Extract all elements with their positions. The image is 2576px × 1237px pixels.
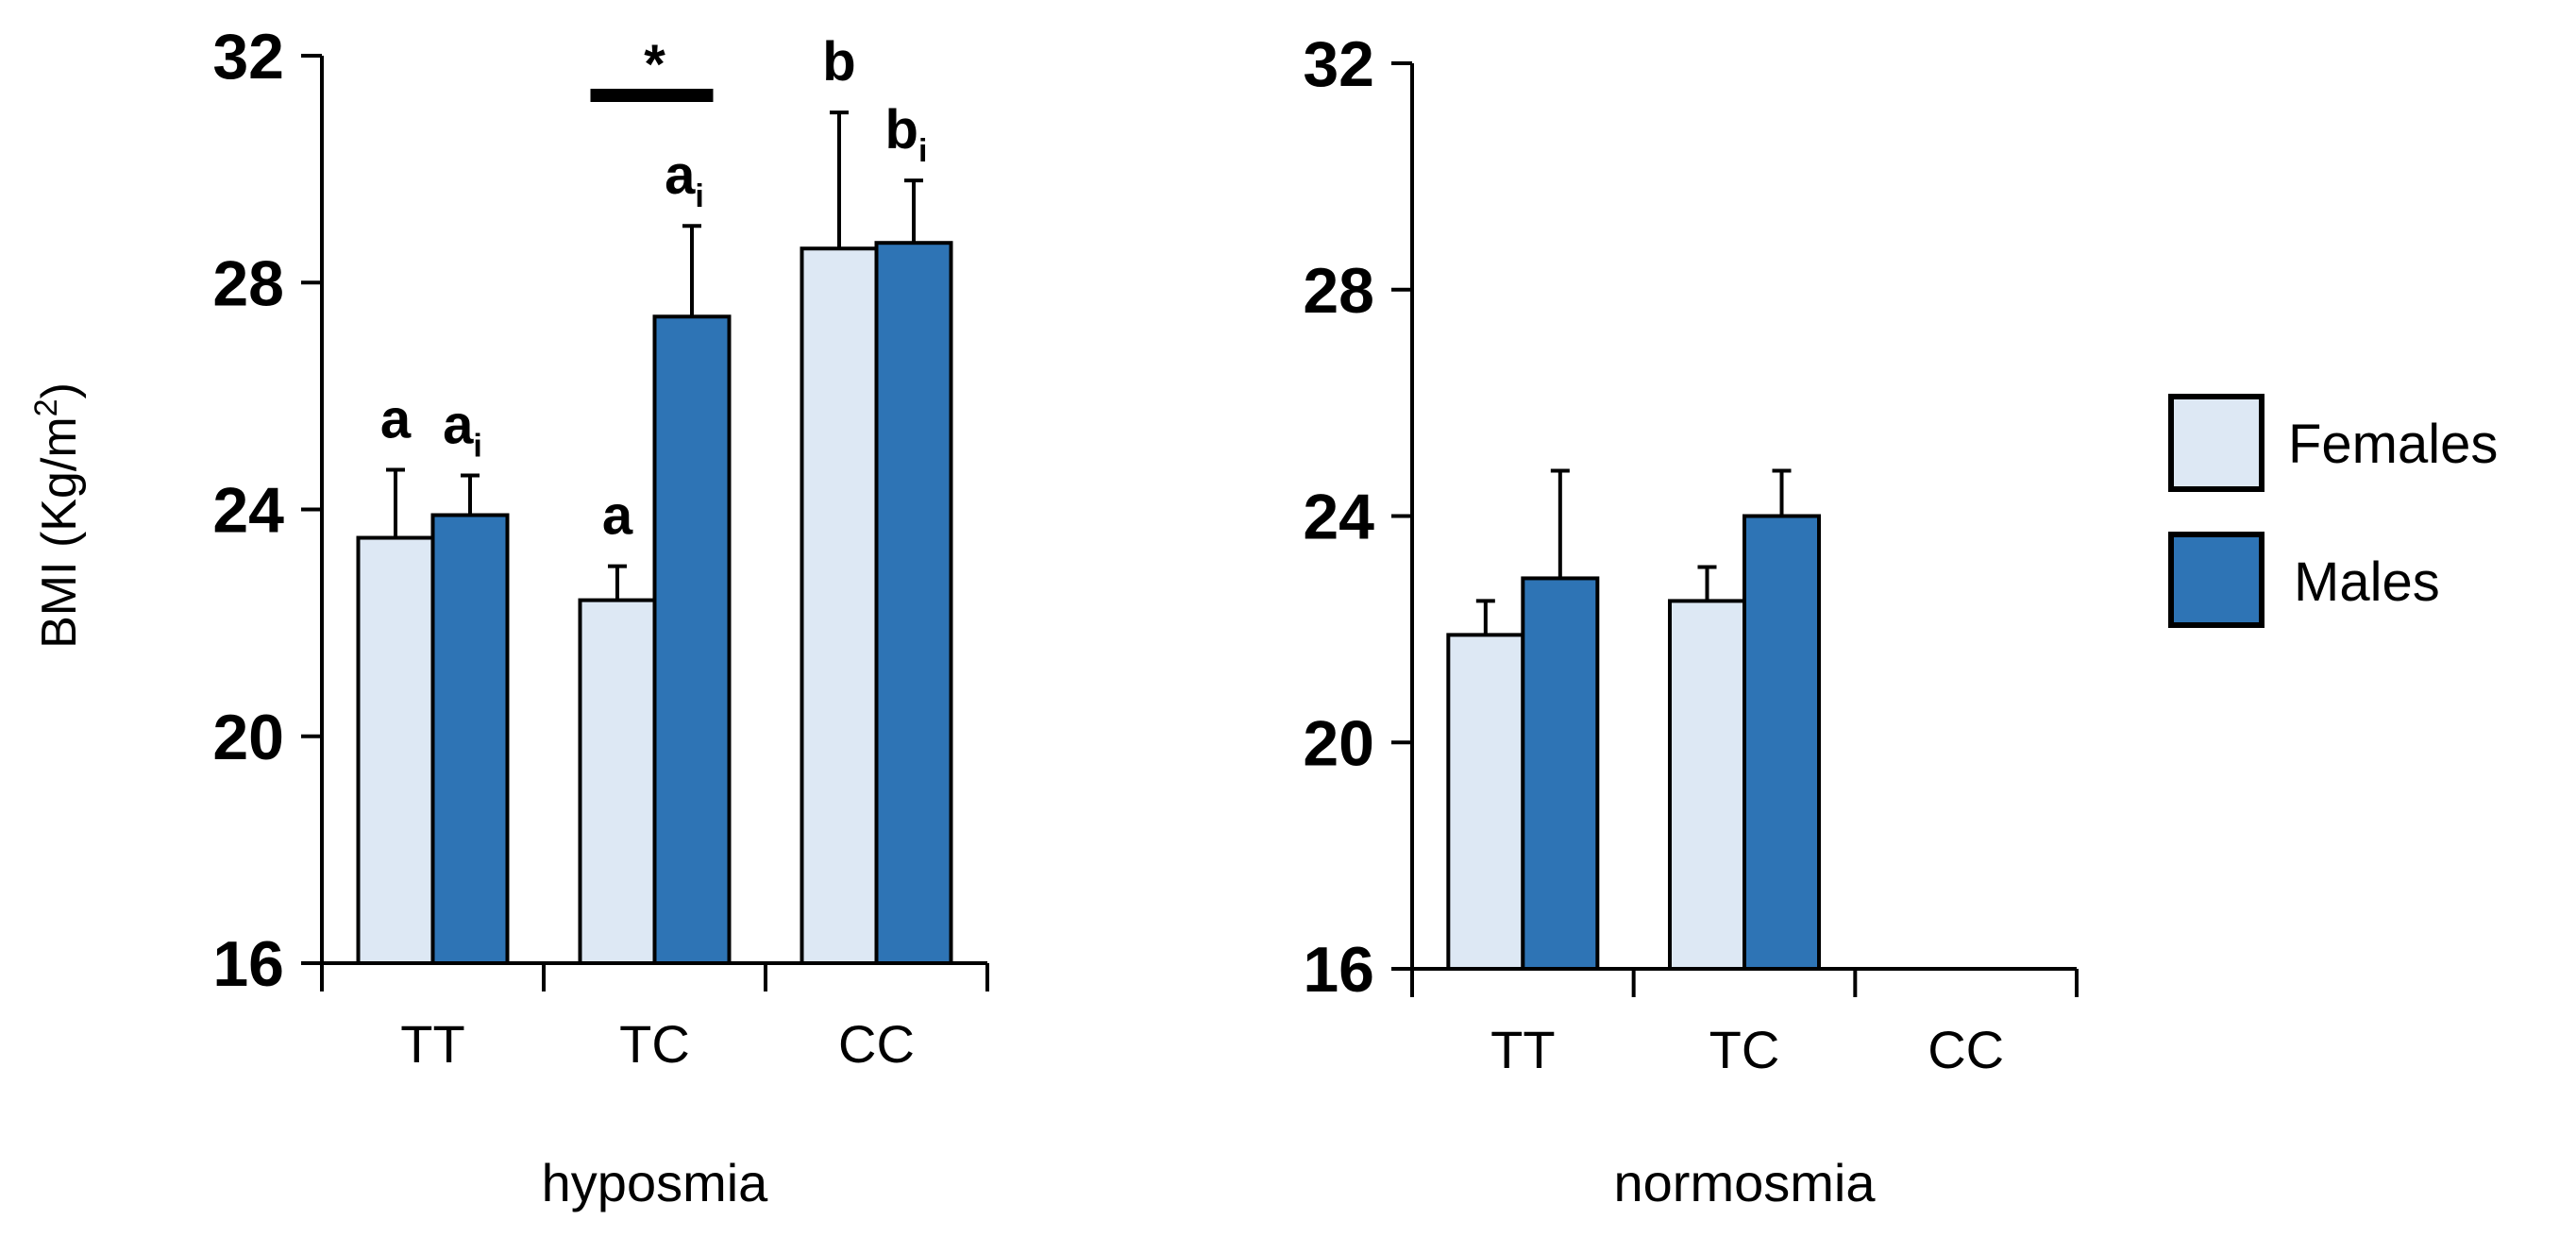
significance-letter: ai <box>443 394 482 464</box>
x-tick-label-TC: TC <box>1709 1020 1780 1079</box>
bar-females-TT <box>1446 633 1525 972</box>
legend-label-females: Females <box>2288 414 2498 475</box>
y-axis-label: BMI (Kg/m2) <box>28 382 87 649</box>
legend: Females Males <box>2168 394 2498 628</box>
y-tick-label: 16 <box>212 928 284 1000</box>
significance-letter: ai <box>665 144 704 214</box>
significance-letter: bi <box>885 99 928 169</box>
group-label-hyposmia: hyposmia <box>542 1153 769 1212</box>
significance-letter: a <box>602 485 633 547</box>
x-tick-label-TC: TC <box>619 1014 690 1074</box>
bar-males-CC <box>874 241 953 965</box>
significance-subscript: i <box>473 428 481 464</box>
x-tick-label-CC: CC <box>838 1014 915 1074</box>
significance-letter: a <box>380 388 412 449</box>
bar-males-TC <box>652 314 732 966</box>
significance-subscript: i <box>918 133 927 169</box>
y-tick-label: 20 <box>212 702 284 773</box>
legend-swatch-females <box>2168 394 2265 492</box>
y-tick-label: 24 <box>1303 482 1374 553</box>
bar-females-TC <box>1668 599 1746 971</box>
bar-males-TT <box>1521 576 1600 972</box>
bar-males-TT <box>430 513 510 965</box>
x-tick-label-CC: CC <box>1928 1020 2004 1079</box>
legend-label-males: Males <box>2294 551 2440 613</box>
group-label-normosmia: normosmia <box>1614 1153 1877 1212</box>
y-tick-label: 24 <box>212 475 284 547</box>
y-tick-label: 20 <box>1303 707 1374 779</box>
y-tick-label: 32 <box>1303 28 1374 100</box>
significance-letter: b <box>822 31 855 93</box>
bar-females-TT <box>356 535 435 965</box>
significance-subscript: i <box>695 178 703 214</box>
x-tick-label-TT: TT <box>1490 1020 1555 1079</box>
y-tick-label: 32 <box>212 21 284 93</box>
panel-normosmia: 16 20 24 28 32 TT TC CC normosmia <box>1303 28 2079 1212</box>
y-tick-label: 28 <box>212 247 284 319</box>
y-tick-label: 28 <box>1303 255 1374 327</box>
bar-females-CC <box>800 246 879 965</box>
x-tick-label-TT: TT <box>400 1014 464 1074</box>
significance-star: * <box>644 34 665 95</box>
y-tick-label: 16 <box>1303 934 1374 1006</box>
bar-males-TC <box>1743 514 1821 971</box>
bar-females-TC <box>578 598 657 965</box>
legend-swatch-males <box>2168 532 2265 628</box>
